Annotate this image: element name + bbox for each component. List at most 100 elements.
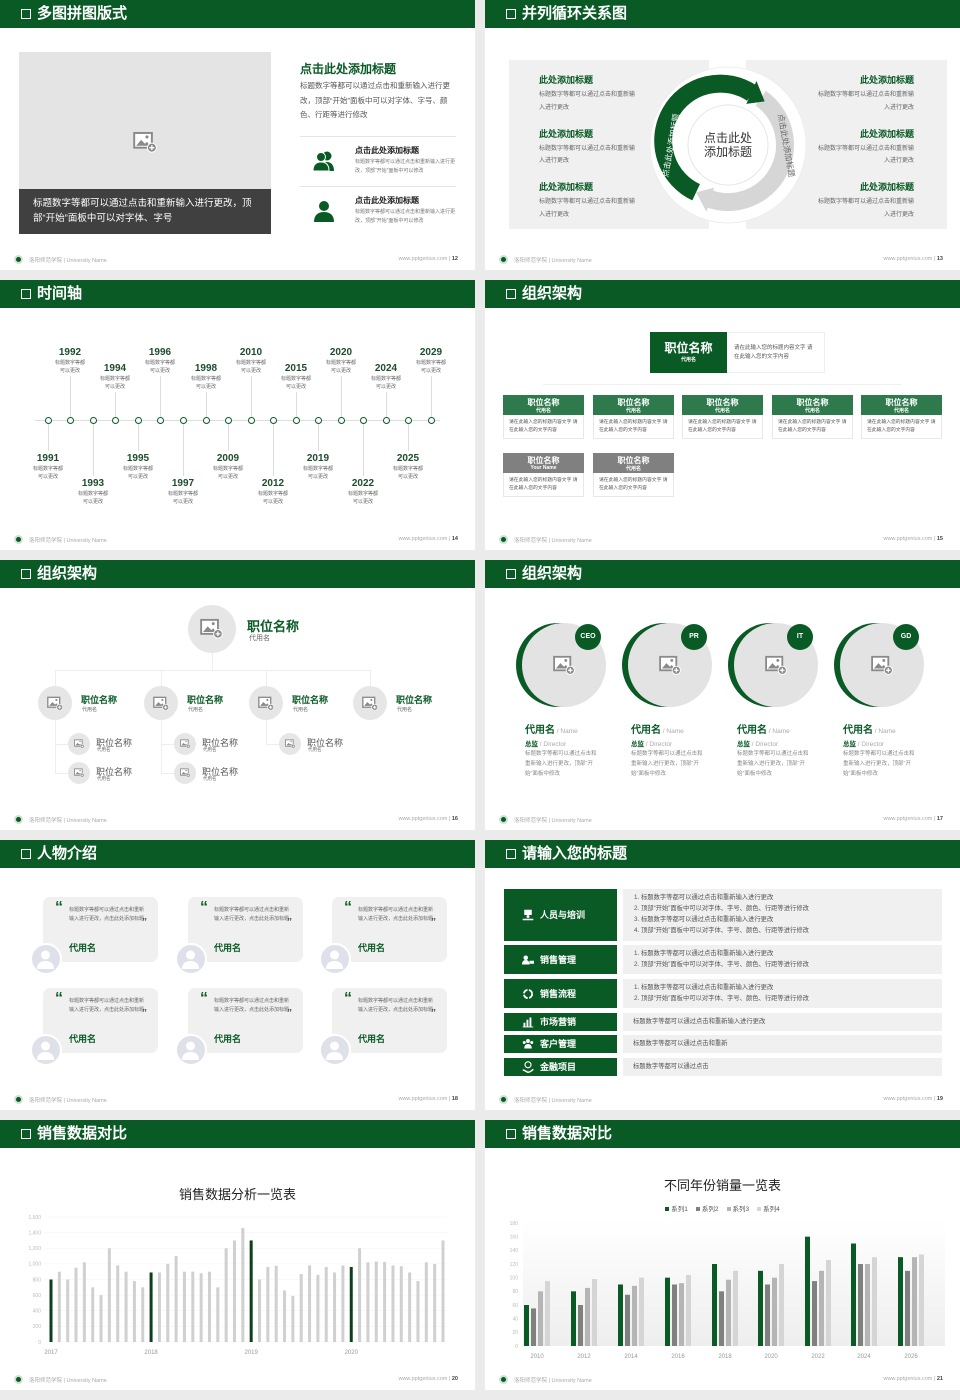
slide-title: 人物介绍 [37,845,98,862]
footer-site: www.pptgenius.com | 14 [398,536,458,542]
image-placeholder-icon[interactable] [361,696,378,711]
image-placeholder-icon[interactable] [200,618,224,639]
quote-card[interactable] [43,897,158,962]
legend-item: 系列1 [665,1206,688,1213]
slide-org_circles[interactable]: 组织架构 职位名称 代用名 职位名称 代用名 职位名称 代用名 职位名称 代用名 职位名称 代用名… [0,560,475,830]
position-box[interactable]: 职位名称 Your Name 请在此输入您的标题内容文字 请在此输入您的文字内容 [503,453,584,497]
slide-sales_monthly[interactable]: 销售数据对比 销售数据分析一览表 0 200 400 600 800 1,000 1,200 1… [0,1120,475,1390]
position-sub: 代用名 [680,357,696,363]
image-placeholder-icon[interactable] [179,768,191,778]
footer-school: 洛阳师范学院 | University Name [514,1098,592,1104]
item-title: 此处添加标题 [859,182,914,192]
timeline-node[interactable] [179,417,187,424]
avatar[interactable] [30,1034,62,1066]
quote-card[interactable] [188,897,303,962]
position-sub: 代用名 [625,408,641,414]
image-placeholder-icon[interactable] [152,696,169,711]
top-position-box[interactable]: 职位名称 代用名 [650,332,727,373]
topic-button[interactable]: 销售管理 [504,945,617,974]
image-placeholder-icon[interactable] [73,768,85,778]
timeline-node[interactable] [382,417,390,424]
position-box[interactable]: 职位名称 代用名 请在此输入您的标题内容文字 请在此输入您的文字内容 [503,395,584,439]
timeline-node[interactable] [89,417,97,424]
timeline-node[interactable] [314,417,322,424]
slide-header: 组织架构 [485,560,960,588]
slide-cycle[interactable]: 并列循环关系图 此处添加标题 标题数字等都可以通过点击和重新输入进行更改 此处添加标… [485,0,960,270]
topic-line: 4. 顶部“开始”面板中可以对字体、字号、颜色、行距等进行修改 [634,926,809,934]
topic-button[interactable]: 市场营销 [504,1013,617,1031]
open-quote-icon: “ [200,899,208,916]
timeline-node[interactable] [359,417,367,424]
avatar[interactable] [319,1034,351,1066]
timeline-node[interactable] [66,417,74,424]
topic-button[interactable]: 金融项目 [504,1058,617,1076]
position-title: 职位名称 [96,738,133,748]
avatar[interactable] [175,943,207,975]
position-header: 职位名称 代用名 [593,453,674,473]
position-box[interactable]: 职位名称 代用名 请在此输入您的标题内容文字 请在此输入您的文字内容 [772,395,853,439]
position-box[interactable]: 职位名称 代用名 请在此输入您的标题内容文字 请在此输入您的文字内容 [593,453,674,497]
image-placeholder-icon[interactable] [553,655,575,675]
timeline-node[interactable] [269,417,277,424]
position-box[interactable]: 职位名称 代用名 请在此输入您的标题内容文字 请在此输入您的文字内容 [861,395,942,439]
avatar[interactable] [175,1034,207,1066]
image-placeholder-icon[interactable] [133,131,157,153]
slide-timeline[interactable]: 时间轴 1991 标题数字等都可以更改 1992 标题数字等都可以更改 1993 标题数字… [0,280,475,550]
slide-testimonials[interactable]: 人物介绍 “标题数字等都可以通过点击和重新输入进行更改，点击此处添加标题” 代用名… [0,840,475,1110]
image-placeholder-icon[interactable] [871,655,893,675]
timeline-node[interactable] [292,417,300,424]
timeline-node[interactable] [111,417,119,424]
position-title: 职位名称 [527,456,560,465]
image-placeholder-icon[interactable] [659,655,681,675]
bar [632,1285,637,1346]
image-placeholder-icon[interactable] [284,739,296,749]
timeline-node[interactable] [404,417,412,424]
topic-line: 标题数字等都可以通过点击 [633,1062,709,1070]
position-desc: 请在此输入您的标题内容文字 请在此输入您的文字内容 [867,420,936,433]
quote-card[interactable] [188,988,303,1053]
timeline-node[interactable] [427,417,435,424]
timeline-node[interactable] [247,417,255,424]
slide-org_boxes[interactable]: 组织架构 职位名称 代用名 请在此输入您的标题内容文字 请在此输入您的文字内容 职位名… [485,280,960,550]
topic-button[interactable]: 人员与培训 [504,889,617,941]
bar [858,1264,863,1346]
image-placeholder-icon[interactable] [257,696,274,711]
avatar[interactable] [30,943,62,975]
finance-icon [522,1061,534,1073]
timeline-node[interactable] [134,417,142,424]
slide-topics[interactable]: 请输入您的标题 人员与培训 1. 标题数字等都可以通过点击和重新输入进行更改 2. … [485,840,960,1110]
topic-line: 3. 标题数字等都可以通过点击和重新输入进行更改 [634,916,774,923]
timeline-node[interactable] [337,417,345,424]
position-sub: 代用名 [893,408,909,414]
bar [82,1262,86,1342]
event-desc: 标题数字等都可以更改 [33,466,64,480]
position-box[interactable]: 职位名称 代用名 请在此输入您的标题内容文字 请在此输入您的文字内容 [682,395,763,439]
position-box[interactable]: 职位名称 代用名 请在此输入您的标题内容文字 请在此输入您的文字内容 [593,395,674,439]
slide-team[interactable]: 组织架构 CEO 代用名 / Name 总监 / Director 标题数字等都可以通… [485,560,960,830]
topic-button[interactable]: 客户管理 [504,1035,617,1053]
quote-card[interactable] [332,988,447,1053]
bar [199,1273,203,1342]
timeline-node[interactable] [202,417,210,424]
timeline-node[interactable] [224,417,232,424]
quote-card[interactable] [43,988,158,1053]
image-placeholder-icon[interactable] [179,739,191,749]
legend-label: 系列3 [732,1206,750,1213]
timeline-node[interactable] [156,417,164,424]
image-placeholder-icon[interactable] [73,739,85,749]
image-placeholder-icon[interactable] [46,696,63,711]
caption-text: 标题数字等都可以通过点击和重新输入进行更改，顶部“开始”面板中可以对字体、字号 [33,198,252,224]
bar [249,1240,253,1342]
checkbox-icon [506,9,516,19]
avatar[interactable] [319,943,351,975]
footer-school: 洛阳师范学院 | University Name [514,1378,592,1384]
bar [665,1277,670,1346]
topic-button[interactable]: 销售流程 [504,979,617,1008]
quote-card[interactable] [332,897,447,962]
connector [206,392,207,417]
image-placeholder-icon[interactable] [765,655,787,675]
timeline-node[interactable] [44,417,52,424]
slide-multi_image[interactable]: 多图拼图版式 标题数字等都可以通过点击和重新输入进行更改，顶部“开始”面板中可以… [0,0,475,270]
slide-sales_yearly[interactable]: 销售数据对比 不同年份销量一览表 系列1 系列2 系列3 系列4 0 20 40 60 80 10… [485,1120,960,1390]
connector [431,376,432,417]
